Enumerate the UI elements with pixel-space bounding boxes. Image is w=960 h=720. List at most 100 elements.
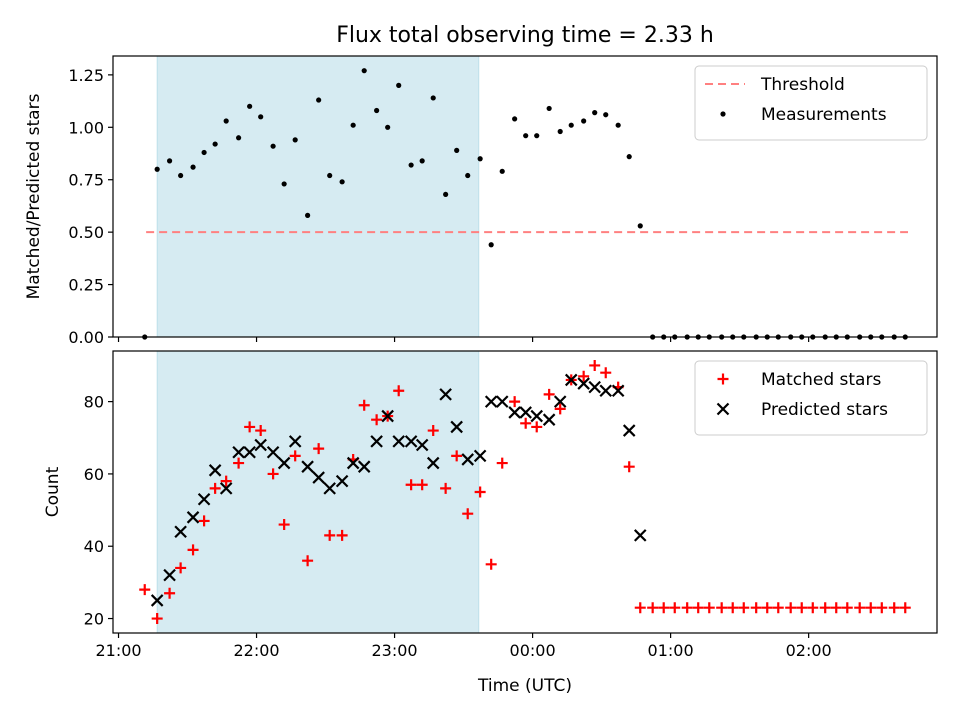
measurement-point bbox=[154, 166, 160, 172]
matched-point bbox=[139, 584, 151, 596]
predicted-point bbox=[323, 482, 336, 495]
predicted-point bbox=[150, 594, 164, 607]
matched-point bbox=[151, 613, 163, 625]
matched-point bbox=[371, 414, 383, 426]
matched-point bbox=[807, 602, 819, 614]
matched-point bbox=[841, 602, 853, 614]
predicted-point bbox=[392, 435, 405, 448]
predicted-point bbox=[197, 492, 211, 506]
x-tick-label: 01:00 bbox=[648, 641, 694, 660]
matched-point bbox=[313, 443, 325, 455]
matched-point bbox=[796, 602, 808, 614]
matched-point bbox=[509, 396, 521, 408]
x-tick-label: 21:00 bbox=[95, 641, 141, 660]
axes-frame bbox=[112, 55, 938, 338]
predicted-point bbox=[404, 435, 418, 448]
legend-label: Measurements bbox=[761, 105, 887, 125]
x-tick-label: 02:00 bbox=[786, 641, 832, 660]
x-tick-label: 22:00 bbox=[233, 641, 279, 660]
matched-point bbox=[589, 359, 601, 371]
y-tick-label: 1.25 bbox=[68, 66, 104, 85]
measurement-point bbox=[327, 172, 333, 179]
measurement-point bbox=[488, 242, 494, 248]
series-marks bbox=[139, 359, 911, 625]
y-tick-label: 40 bbox=[84, 537, 104, 556]
matched-point bbox=[703, 602, 715, 614]
measurement-point bbox=[512, 116, 518, 122]
matched-point bbox=[209, 482, 221, 494]
measurement-point bbox=[581, 118, 587, 124]
y-tick-label: 80 bbox=[84, 393, 104, 412]
matched-point bbox=[474, 486, 486, 498]
measurement-point bbox=[316, 97, 322, 103]
predicted-point bbox=[208, 464, 222, 477]
y-tick-label: 0.00 bbox=[68, 328, 104, 347]
matched-point bbox=[416, 479, 428, 491]
measurement-point bbox=[350, 122, 356, 128]
x-tick-label: 00:00 bbox=[510, 641, 556, 660]
matched-point bbox=[440, 482, 452, 494]
matched-point bbox=[692, 602, 704, 614]
matched-point bbox=[485, 558, 497, 570]
matched-point bbox=[647, 602, 659, 614]
predicted-point bbox=[519, 406, 532, 419]
measurement-point bbox=[568, 122, 574, 128]
measurement-point bbox=[385, 124, 391, 130]
matched-point bbox=[244, 421, 256, 433]
matched-point bbox=[623, 461, 635, 473]
x-tick-label: 23:00 bbox=[372, 641, 418, 660]
predicted-point bbox=[346, 456, 360, 470]
predicted-point bbox=[186, 511, 200, 524]
matched-point bbox=[164, 587, 176, 599]
matched-point bbox=[427, 425, 439, 437]
predicted-point bbox=[243, 445, 256, 459]
measurement-point bbox=[339, 179, 345, 185]
predicted-point bbox=[508, 406, 521, 419]
measurement-point bbox=[292, 137, 298, 143]
measurement-point bbox=[637, 223, 643, 229]
predicted-point bbox=[370, 435, 383, 448]
matched-point bbox=[854, 602, 866, 614]
measurement-point bbox=[523, 133, 529, 139]
predicted-point bbox=[530, 409, 544, 423]
matched-point bbox=[634, 602, 646, 614]
shaded-interval bbox=[156, 350, 480, 634]
y-axis-label: Count bbox=[43, 466, 63, 517]
measurement-point bbox=[247, 103, 253, 109]
matched-point bbox=[865, 602, 877, 614]
matched-point bbox=[496, 457, 508, 469]
matched-point bbox=[681, 602, 693, 614]
matched-point bbox=[324, 529, 336, 541]
matched-point bbox=[658, 602, 670, 614]
legend: Threshold Measurements bbox=[694, 65, 928, 141]
predicted-point bbox=[542, 413, 556, 426]
matched-point bbox=[899, 602, 911, 614]
y-tick-label: 20 bbox=[84, 610, 104, 629]
matched-point bbox=[531, 421, 543, 433]
legend-measurement-swatch bbox=[720, 111, 726, 117]
measurement-point bbox=[258, 114, 264, 120]
measurement-point bbox=[626, 154, 632, 160]
matched-point bbox=[187, 544, 199, 556]
measurement-point bbox=[270, 143, 276, 149]
predicted-point bbox=[439, 388, 452, 401]
predicted-point bbox=[599, 384, 613, 398]
measurement-point bbox=[166, 158, 173, 164]
predicted-point bbox=[484, 395, 498, 408]
y-tick-label: 0.50 bbox=[68, 223, 104, 242]
figure-title: Flux total observing time = 2.33 h bbox=[336, 23, 714, 48]
predicted-point bbox=[495, 395, 509, 408]
matched-point bbox=[772, 602, 784, 614]
legend-box bbox=[694, 65, 928, 141]
predicted-point bbox=[254, 438, 267, 452]
matched-point bbox=[462, 508, 474, 520]
x-axis-label: Time (UTC) bbox=[477, 676, 572, 696]
predicted-point bbox=[415, 438, 429, 452]
measurement-point bbox=[430, 95, 436, 101]
matched-point bbox=[888, 602, 900, 614]
measurement-point bbox=[212, 141, 218, 147]
predicted-point bbox=[312, 471, 325, 484]
predicted-point bbox=[232, 445, 245, 459]
predicted-point bbox=[288, 435, 302, 448]
